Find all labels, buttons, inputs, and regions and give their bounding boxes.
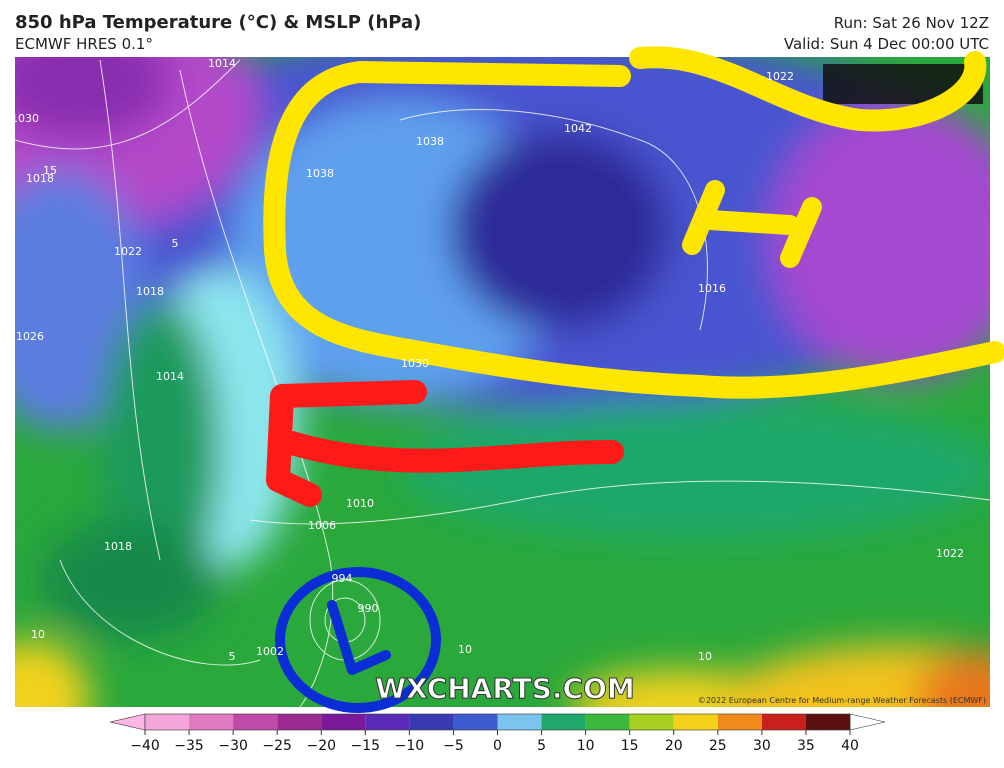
isoline-label: 5 [172,237,179,250]
colorbar-segment [145,714,190,730]
subtitle: ECMWF HRES 0.1° [15,35,153,53]
colorbar-tick-label: 10 [577,738,595,754]
colorbar-tick-label: 15 [621,738,639,754]
isoline-label: 1018 [104,540,132,553]
colorbar: −40 −35 −30 −25 −20 −15 −10 −5 0 5 10 15 20 25 30 35 40 [109,713,886,754]
isoline-label: 1010 [346,497,374,510]
isoline-label: 1022 [114,245,142,258]
colorbar-tick-label: −35 [174,738,204,754]
isoline-label: 1026 [16,330,44,343]
isoline-label: 994 [332,572,353,585]
isoline-label: 5 [229,650,236,663]
isoline-label: 10 [698,650,712,663]
isoline-label: 990 [358,602,379,615]
colorbar-segment [585,714,630,730]
colorbar-tick-label: −5 [443,738,464,754]
colorbar-segment [189,714,234,730]
colorbar-tick-label: 40 [841,738,859,754]
colorbar-tick-label: −30 [218,738,248,754]
isoline-label: 1030 [401,357,429,370]
colorbar-end [849,713,886,731]
colorbar-tick-label: 5 [537,738,546,754]
isoline-label: 10 [31,628,45,641]
isoline-label: 1030 [11,112,39,125]
isoline-label: 1006 [308,519,336,532]
colorbar-tick-label: 0 [493,738,502,754]
isoline-label: 1022 [766,70,794,83]
map-labels: 1014 1030 1018 1022 1018 1026 1014 1038 1038 1042… [11,57,964,663]
colorbar-tick-label: −40 [130,738,160,754]
colorbar-segment [673,714,718,730]
isoline-label: 1014 [156,370,184,383]
colorbar-segment [717,714,762,730]
colorbar-segment [409,714,454,730]
colorbar-segment [761,714,806,730]
isoline-label: 1014 [208,57,236,70]
colorbar-segment [453,714,498,730]
colorbar-segment [233,714,278,730]
isoline-label: 1022 [936,547,964,560]
isoline-label: 1016 [698,282,726,295]
colorbar-segment [321,714,366,730]
colorbar-tick-label: 35 [797,738,815,754]
isoline-label: 15 [43,164,57,177]
colorbar-tick-label: −10 [395,738,425,754]
title: 850 hPa Temperature (°C) & MSLP (hPa) [15,12,421,33]
isoline-label: 1038 [306,167,334,180]
colorbar-tick-label: 25 [709,738,727,754]
colorbar-tick-label: −25 [262,738,292,754]
isoline-label: 1018 [136,285,164,298]
watermark: WXCHARTS.COM [375,672,635,705]
colorbar-segment [497,714,542,730]
isoline-label: 1018 [26,172,54,185]
colorbar-segment [629,714,674,730]
colorbar-segment [805,714,850,730]
isoline-label: 1002 [256,645,284,658]
copyright: ©2022 European Centre for Medium-range W… [698,696,986,705]
annotations [263,46,1004,713]
isoline-label: 1042 [564,122,592,135]
colorbar-end [109,713,146,731]
valid-time: Valid: Sun 4 Dec 00:00 UTC [784,35,989,53]
colorbar-tick-label: −15 [351,738,381,754]
colorbar-segment [365,714,410,730]
isoline-label: 10 [458,643,472,656]
isoline-label: 1038 [416,135,444,148]
colorbar-segment [277,714,322,730]
colorbar-tick-label: 20 [665,738,683,754]
colorbar-tick-label: 30 [753,738,771,754]
colorbar-tick-label: −20 [306,738,336,754]
run-time: Run: Sat 26 Nov 12Z [834,14,989,32]
colorbar-segment [541,714,586,730]
